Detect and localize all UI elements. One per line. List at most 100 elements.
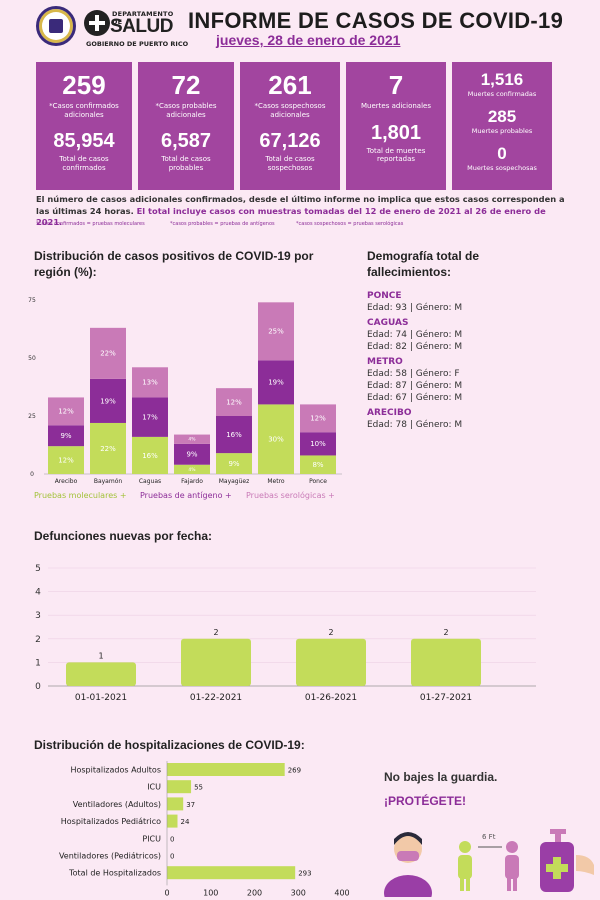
bar-value-label: 9%	[60, 432, 71, 440]
y-tick-label: 50	[28, 355, 36, 362]
stat-label: *Casos sospechosos adicionales	[254, 102, 326, 119]
row-label: Hospitalizados Pediátrico	[61, 817, 161, 826]
bar-value-label: 12%	[310, 415, 326, 423]
bar	[66, 662, 136, 686]
stat-number: 7	[388, 70, 404, 100]
stat-total-label: Total de muertes reportadas	[366, 146, 426, 164]
bar-segment	[48, 397, 84, 426]
bar-value-label: 2	[328, 628, 333, 637]
demography-list: PONCE Edad: 93 | Género: M CAGUAS Edad: …	[367, 287, 567, 431]
stat-number: 261	[268, 70, 312, 100]
bar-value-label: 16%	[226, 431, 242, 439]
row-label: Hospitalizados Adultos	[70, 766, 161, 775]
demo-line: Edad: 93 | Género: M	[367, 303, 463, 313]
health-cross-icon	[84, 10, 110, 36]
x-tick-label: 200	[247, 888, 262, 897]
note-legend-confirmed: *casos confirmados = pruebas moleculares	[36, 221, 145, 227]
bar-value-label: 8%	[312, 461, 323, 469]
stat-total-label: Total de casos confirmados	[59, 155, 109, 172]
bar-segment	[90, 422, 126, 474]
row-label: Total de Hospitalizados	[68, 869, 161, 878]
demo-city: PONCE	[367, 291, 402, 301]
x-tick-label: 300	[291, 888, 306, 897]
puerto-rico-seal-icon	[36, 6, 76, 46]
dept-name: SALUD	[110, 16, 173, 37]
x-tick-label: Ponce	[309, 478, 327, 485]
bar-segment	[132, 397, 168, 437]
legend-serology: Pruebas serológicas +	[246, 491, 335, 500]
bar-segment	[132, 367, 168, 398]
header: DEPARTAMENTO DE SALUD GOBIERNO DE PUERTO…	[0, 0, 600, 58]
bar-value-label: 0	[170, 835, 174, 843]
bar-value-label: 22%	[100, 445, 116, 453]
deaths-chart: 0 1 2 3 4 5 1 01-01-2021 2 01-22-2021 2 01-26-2021 2…	[35, 564, 536, 703]
deaths-confirmed-number: 1,516	[480, 70, 524, 89]
demo-city: ARECIBO	[367, 408, 412, 418]
bar-segment	[48, 425, 84, 447]
demo-city: CAGUAS	[367, 318, 409, 328]
demo-line: Edad: 87 | Género: M	[367, 381, 463, 391]
row-label: Ventiladores (Pediátricos)	[59, 852, 161, 861]
x-tick-label: 01-01-2021	[75, 693, 127, 703]
stat-total: 85,954	[53, 130, 115, 152]
bar-value-label: 12%	[58, 408, 74, 416]
dept-label: DEPARTAMENTO DE	[112, 10, 174, 26]
x-tick-label: Mayagüez	[219, 478, 250, 485]
stat-total: 1,801	[370, 121, 422, 144]
stat-box-deaths: 7 Muertes adicionales 1,801 Total de mue…	[346, 62, 446, 190]
distance-label: 6 Ft	[482, 833, 496, 841]
demo-line: Edad: 67 | Género: M	[367, 393, 463, 403]
legend-molecular: Pruebas moleculares +	[34, 491, 127, 500]
bar-value-label: 0	[170, 853, 174, 861]
report-date: jueves, 28 de enero de 2021	[216, 32, 401, 48]
bar-value-label: 4%	[188, 467, 196, 473]
x-tick-label: 400	[334, 888, 349, 897]
stat-box-deaths-breakdown: 1,516 Muertes confirmadas 285 Muertes pr…	[452, 62, 552, 190]
deaths-suspected-label: Muertes sospechosas	[467, 164, 537, 172]
y-tick-label: 0	[35, 682, 41, 692]
deaths-probable-number: 285	[487, 107, 517, 126]
stat-number: 259	[62, 70, 106, 100]
x-tick-label: 01-22-2021	[190, 693, 242, 703]
y-tick-label: 25	[28, 413, 36, 420]
region-chart-title: Distribución de casos positivos de COVID…	[34, 249, 314, 279]
y-tick-label: 2	[35, 635, 41, 645]
demo-line: Edad: 78 | Género: M	[367, 420, 463, 430]
stat-number: 72	[171, 70, 201, 100]
person-green-icon	[458, 841, 472, 891]
page-title: INFORME DE CASOS DE COVID-19	[188, 8, 564, 33]
stat-label: *Casos probables adicionales	[155, 102, 217, 119]
bar	[167, 763, 285, 776]
bar-segment	[258, 404, 294, 474]
stat-total-label: Total de casos sospechosos	[265, 155, 315, 172]
bar-value-label: 293	[298, 870, 311, 878]
x-tick-label: Metro	[267, 478, 285, 485]
bar-value-label: 19%	[268, 379, 284, 387]
note-text: El número de casos adicionales confirmad…	[36, 194, 565, 216]
bar-segment	[300, 404, 336, 433]
bar-value-label: 19%	[100, 397, 116, 405]
prevention-illustration: 6 Ft	[384, 829, 594, 897]
bar-segment	[174, 434, 210, 444]
deaths-chart-title: Defunciones nuevas por fecha:	[34, 529, 213, 543]
masked-person-icon	[384, 832, 432, 897]
hosp-chart-title: Distribución de hospitalizaciones de COV…	[34, 738, 305, 752]
bar-value-label: 30%	[268, 436, 284, 444]
bar-segment	[258, 302, 294, 361]
x-tick-label: 100	[203, 888, 218, 897]
y-tick-label: 75	[28, 297, 36, 304]
bar-value-label: 17%	[142, 413, 158, 421]
bar-value-label: 2	[213, 628, 218, 637]
salud-logo: DEPARTAMENTO DE SALUD GOBIERNO DE PUERTO…	[84, 6, 188, 52]
bar-value-label: 12%	[58, 456, 74, 464]
bar-value-label: 16%	[142, 452, 158, 460]
stat-box-confirmed: 259 *Casos confirmados adicionales 85,95…	[36, 62, 132, 190]
bar-segment	[132, 436, 168, 474]
bar-value-label: 9%	[228, 460, 239, 468]
deaths-confirmed-label: Muertes confirmadas	[467, 90, 537, 98]
bar-value-label: 24	[181, 818, 190, 826]
x-tick-label: Bayamón	[94, 478, 123, 485]
bar-value-label: 4%	[188, 437, 196, 443]
bar-segment	[90, 327, 126, 379]
bar	[167, 866, 296, 880]
